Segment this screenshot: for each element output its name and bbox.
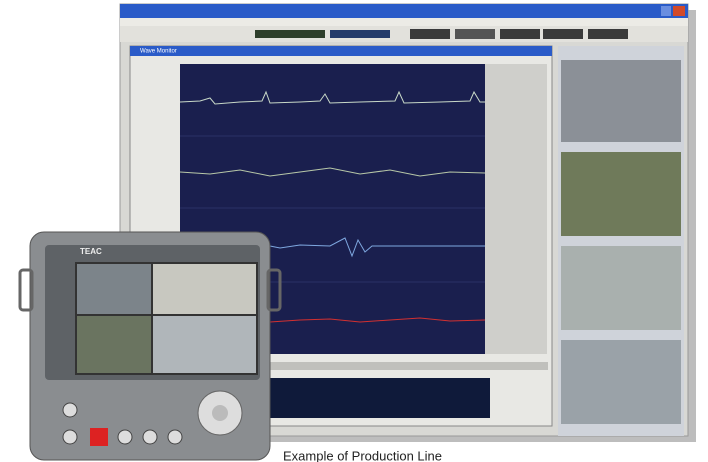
data-table: [270, 378, 490, 418]
screen-view: [153, 316, 256, 373]
waveform: [179, 90, 485, 105]
button: [117, 429, 133, 445]
dial-center: [212, 405, 228, 421]
indicator: [410, 29, 450, 39]
video-frame: [561, 340, 681, 424]
indicator: [543, 29, 583, 39]
indicator: [500, 29, 540, 39]
caption: Example of Production Line: [283, 448, 442, 462]
button: [167, 429, 183, 445]
indicator: [255, 30, 325, 38]
video-frame: [561, 60, 681, 142]
handle: [266, 268, 282, 312]
video-column: [558, 46, 684, 436]
screen-view: [77, 316, 151, 373]
handle: [18, 268, 34, 312]
record-button: [90, 428, 108, 446]
video-frame: [561, 152, 681, 236]
indicator: [330, 30, 390, 38]
button: [62, 429, 78, 445]
window-button: [661, 6, 671, 16]
close-button: [673, 6, 685, 16]
panel-title-bar: [130, 46, 552, 56]
panel-title: Wave Monitor: [140, 49, 177, 55]
screen-view: [77, 264, 151, 314]
screen-view: [153, 264, 256, 314]
brand: TEAC: [80, 247, 102, 256]
toolbar-indicators: [255, 29, 628, 39]
video-frame: [561, 246, 681, 330]
recorder-device: TEAC: [18, 231, 282, 461]
button: [142, 429, 158, 445]
title-bar: [120, 4, 688, 18]
scrollbar: [270, 362, 548, 370]
button: [62, 402, 78, 418]
waveform: [179, 167, 486, 177]
value-column: [485, 64, 547, 354]
indicator: [455, 29, 495, 39]
indicator: [588, 29, 628, 39]
menu-bar: [120, 18, 688, 26]
